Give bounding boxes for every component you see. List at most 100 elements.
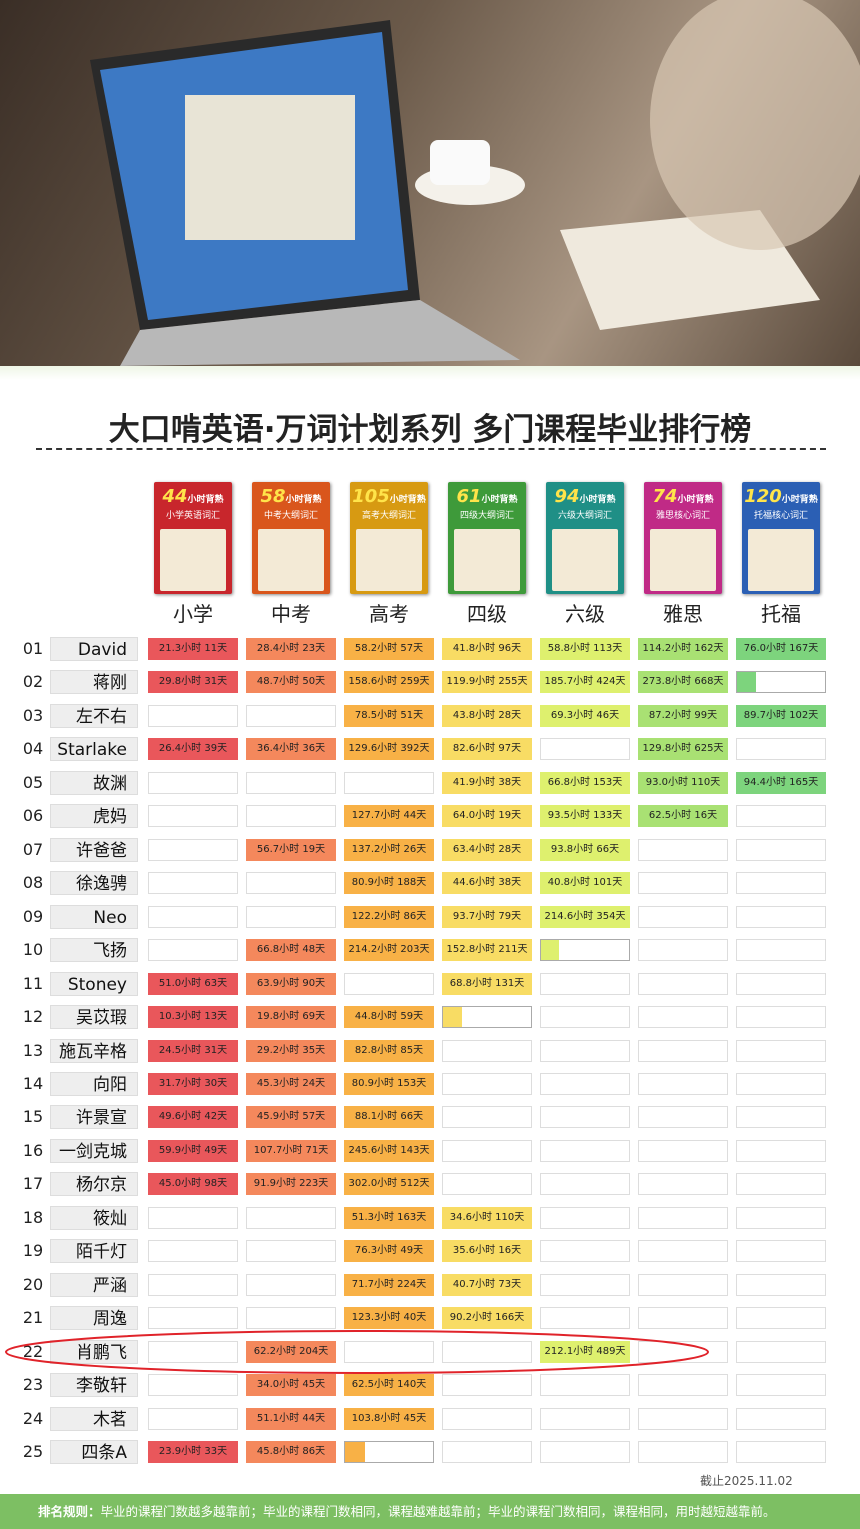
empty-cell	[442, 1072, 532, 1095]
book-title: 四级大纲词汇	[459, 511, 514, 521]
empty-cell	[638, 872, 728, 895]
result-cell: 212.1小时 489天	[540, 1340, 630, 1363]
student-name: 许景宣	[50, 1105, 138, 1130]
empty-cell	[736, 939, 826, 962]
empty-cell	[148, 704, 238, 727]
hours-num: 44	[162, 486, 188, 507]
column-label: 中考	[271, 602, 311, 626]
result-cell: 89.7小时 102天	[736, 704, 826, 727]
empty-cell	[638, 1039, 728, 1062]
empty-cell	[344, 771, 434, 794]
empty-cell	[736, 838, 826, 861]
result-cell: 87.2小时 99天	[638, 704, 728, 727]
empty-cell	[246, 771, 336, 794]
book-title: 高考大纲词汇	[361, 511, 416, 521]
result-cell: 185.7小时 424天	[540, 671, 630, 694]
book-cover: 74小时背熟 雅思核心词汇	[644, 482, 722, 594]
column-label: 高考	[369, 602, 409, 626]
result-cell: 51.0小时 63天	[148, 972, 238, 995]
empty-cell	[148, 1273, 238, 1296]
book-art	[552, 529, 618, 591]
progress-bar	[443, 1007, 463, 1028]
rank: 18	[22, 1207, 44, 1227]
empty-cell	[540, 1173, 630, 1196]
empty-cell	[246, 704, 336, 727]
result-cell: 21.3小时 11天	[148, 638, 238, 660]
student-name: 虎妈	[50, 804, 138, 829]
empty-cell	[736, 872, 826, 895]
empty-cell	[736, 905, 826, 928]
result-cell: 80.9小时 188天	[344, 872, 434, 895]
student-name: 陌千灯	[50, 1239, 138, 1264]
rank: 23	[22, 1375, 44, 1395]
empty-cell	[246, 1273, 336, 1296]
hours-lead: 小时背熟	[579, 495, 616, 505]
result-cell: 26.4小时 39天	[148, 738, 238, 761]
column-label: 托福	[761, 602, 801, 626]
result-cell: 273.8小时 668天	[638, 671, 728, 694]
rank: 24	[22, 1408, 44, 1428]
empty-cell	[638, 1139, 728, 1162]
hours-num: 105	[352, 486, 390, 507]
empty-cell	[148, 1240, 238, 1263]
result-cell: 82.8小时 85天	[344, 1039, 434, 1062]
result-cell: 45.0小时 98天	[148, 1173, 238, 1196]
rule-label: 排名规则：	[38, 1504, 101, 1519]
student-name: 严涵	[50, 1272, 138, 1297]
result-cell: 82.6小时 97天	[442, 738, 532, 761]
rank: 19	[22, 1241, 44, 1261]
result-cell: 58.8小时 113天	[540, 638, 630, 660]
result-cell: 119.9小时 255天	[442, 671, 532, 694]
empty-cell	[540, 1039, 630, 1062]
empty-cell	[540, 1407, 630, 1430]
empty-cell	[442, 1441, 532, 1464]
result-cell: 35.6小时 16天	[442, 1240, 532, 1263]
result-cell: 68.8小时 131天	[442, 972, 532, 995]
hours-lead: 小时背熟	[781, 495, 818, 505]
result-cell: 44.8小时 59天	[344, 1006, 434, 1029]
empty-cell	[736, 1441, 826, 1464]
result-cell: 56.7小时 19天	[246, 838, 336, 861]
result-cell: 114.2小时 162天	[638, 638, 728, 660]
cutoff-date: 截止2025.11.02	[700, 1474, 793, 1488]
hours-num: 61	[456, 486, 482, 507]
result-cell: 214.6小时 354天	[540, 905, 630, 928]
rank: 03	[22, 705, 44, 725]
student-name: 左不右	[50, 703, 138, 728]
empty-cell	[148, 1206, 238, 1229]
progress-cell	[442, 1006, 532, 1029]
book-hours: 105小时背熟	[350, 486, 428, 507]
book-title: 小学英语词汇	[165, 511, 220, 521]
progress-cell	[344, 1441, 434, 1464]
book-hours: 94小时背熟	[546, 486, 624, 507]
book-title: 六级大纲词汇	[557, 511, 612, 521]
highlight-ring	[5, 1330, 709, 1374]
rank: 06	[22, 806, 44, 826]
empty-cell	[540, 1006, 630, 1029]
empty-cell	[344, 972, 434, 995]
result-cell: 245.6小时 143天	[344, 1139, 434, 1162]
empty-cell	[638, 1240, 728, 1263]
result-cell: 23.9小时 33天	[148, 1441, 238, 1464]
student-name: 徐逸骋	[50, 871, 138, 896]
rule-text: 毕业的课程门数越多越靠前；毕业的课程门数相同，课程越难越靠前；毕业的课程门数相同…	[100, 1504, 776, 1519]
column-label: 四级	[467, 602, 507, 626]
empty-cell	[736, 972, 826, 995]
empty-cell	[148, 1307, 238, 1330]
column-label: 小学	[173, 602, 213, 626]
column-label: 六级	[565, 602, 605, 626]
rank: 21	[22, 1308, 44, 1328]
empty-cell	[638, 1407, 728, 1430]
rank: 17	[22, 1174, 44, 1194]
rank: 25	[22, 1442, 44, 1462]
result-cell: 94.4小时 165天	[736, 771, 826, 794]
student-name: 施瓦辛格	[50, 1038, 138, 1063]
empty-cell	[148, 838, 238, 861]
result-cell: 43.8小时 28天	[442, 704, 532, 727]
result-cell: 103.8小时 45天	[344, 1407, 434, 1430]
empty-cell	[638, 972, 728, 995]
result-cell: 41.8小时 96天	[442, 638, 532, 660]
result-cell: 34.6小时 110天	[442, 1206, 532, 1229]
student-name: David	[50, 637, 138, 661]
